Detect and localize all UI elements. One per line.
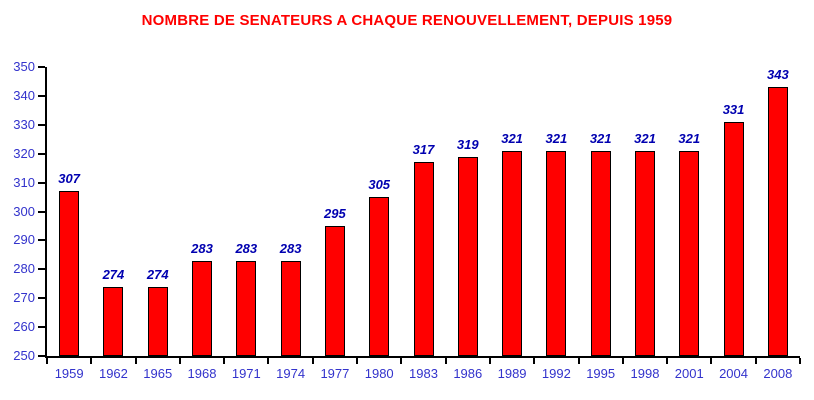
- y-axis-tick: [38, 94, 45, 97]
- bar-value-label: 321: [589, 130, 612, 146]
- x-axis-label: 1974: [276, 366, 306, 381]
- bar: [103, 286, 124, 356]
- bar: [767, 87, 788, 356]
- x-axis-tick: [311, 358, 314, 364]
- x-axis-tick: [666, 358, 669, 364]
- y-axis-label: 270: [13, 290, 35, 306]
- x-axis-tick: [46, 358, 48, 364]
- bar-value-label: 283: [279, 240, 302, 256]
- bar: [324, 225, 345, 356]
- x-axis-label: 1992: [541, 366, 571, 381]
- x-axis-label: 2004: [719, 366, 748, 381]
- bar-value-label: 321: [545, 130, 568, 146]
- x-axis-tick: [488, 358, 491, 364]
- y-axis-tick: [38, 326, 45, 329]
- x-axis-tick: [533, 358, 536, 364]
- bar: [634, 150, 655, 356]
- y-axis-label: 250: [13, 348, 35, 363]
- x-axis-label: 1986: [453, 366, 483, 381]
- x-axis-tick: [178, 358, 181, 364]
- x-axis-tick: [754, 358, 757, 364]
- y-axis-label: 340: [13, 87, 35, 103]
- bar-value-label: 305: [368, 177, 391, 193]
- bar: [502, 150, 523, 356]
- bar: [457, 156, 478, 356]
- x-axis-label: 1998: [630, 366, 660, 381]
- bar: [147, 286, 168, 356]
- bar-value-label: 319: [456, 136, 479, 152]
- y-axis-tick: [38, 152, 45, 155]
- bar: [369, 197, 390, 356]
- y-axis-label: 320: [13, 145, 35, 161]
- bar: [679, 150, 700, 356]
- x-axis-label: 1968: [187, 366, 217, 381]
- bar: [192, 260, 213, 356]
- x-axis-tick: [356, 358, 359, 364]
- y-axis-tick: [38, 239, 45, 242]
- bar-value-label: 274: [146, 266, 169, 282]
- y-axis-tick: [38, 268, 45, 271]
- x-axis-tick: [444, 358, 447, 364]
- y-axis-tick: [38, 181, 45, 184]
- x-axis-tick: [710, 358, 713, 364]
- x-axis-tick: [400, 358, 403, 364]
- bar: [413, 162, 434, 356]
- bar: [546, 150, 567, 356]
- bar-value-label: 283: [191, 240, 213, 256]
- bar-value-label: 274: [102, 266, 125, 282]
- bar-value-label: 295: [324, 205, 346, 221]
- y-axis-label: 350: [13, 59, 35, 74]
- x-axis-tick: [90, 358, 93, 364]
- x-axis-label: 1971: [231, 366, 261, 381]
- x-axis-label: 1980: [364, 366, 394, 381]
- y-axis-label: 310: [13, 174, 35, 190]
- bar: [59, 191, 80, 356]
- bar-value-label: 321: [634, 130, 656, 146]
- x-axis-tick: [267, 358, 270, 364]
- bar: [723, 121, 744, 356]
- y-axis-tick: [38, 210, 45, 213]
- x-axis-label: 1983: [409, 366, 438, 381]
- plot-area: 250 260 270 280 290 300 310 320 330 340 350 307 1959…: [13, 60, 801, 381]
- bar-value-label: 307: [58, 171, 80, 187]
- y-axis-tick: [38, 66, 45, 68]
- chart-title: NOMBRE DE SENATEURS A CHAQUE RENOUVELLEM…: [141, 12, 673, 29]
- bar: [236, 260, 257, 356]
- y-axis-label: 280: [13, 261, 35, 277]
- bar-value-label: 331: [722, 101, 745, 117]
- bar-value-label: 283: [235, 240, 258, 256]
- x-axis-label: 1989: [497, 366, 527, 381]
- y-axis-tick: [38, 355, 45, 357]
- bar-value-label: 321: [678, 130, 701, 146]
- bar: [590, 150, 611, 356]
- x-axis-tick: [223, 358, 226, 364]
- x-axis-tick: [621, 358, 624, 364]
- y-axis-label: 260: [13, 319, 35, 335]
- y-axis-label: 330: [13, 116, 35, 132]
- x-axis-label: 2001: [674, 366, 704, 381]
- bar-value-label: 317: [412, 142, 435, 158]
- x-axis-tick: [134, 358, 137, 364]
- bar-value-label: 343: [766, 67, 789, 83]
- y-axis-tick: [38, 297, 45, 300]
- x-axis-label: 1977: [320, 366, 350, 381]
- y-axis-label: 290: [13, 232, 35, 248]
- x-axis-label: 1962: [98, 366, 128, 381]
- y-axis-tick: [38, 123, 45, 126]
- x-axis-tick: [799, 358, 801, 364]
- x-axis-label: 2008: [763, 366, 793, 381]
- x-axis-tick: [577, 358, 580, 364]
- x-axis-label: 1995: [586, 366, 616, 381]
- y-axis-label: 300: [13, 203, 35, 219]
- x-axis-label: 1965: [143, 366, 173, 381]
- bar-value-label: 321: [501, 130, 523, 146]
- bar: [280, 260, 301, 356]
- x-axis-label: 1959: [54, 366, 84, 381]
